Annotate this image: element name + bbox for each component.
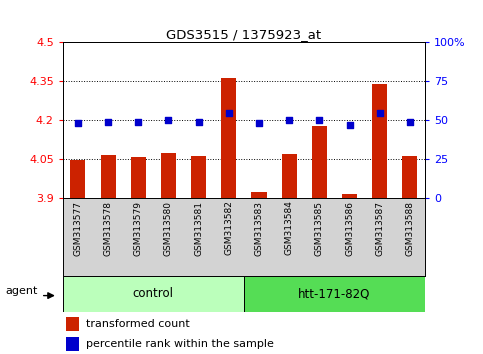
Text: htt-171-82Q: htt-171-82Q xyxy=(298,287,370,300)
Point xyxy=(225,110,233,115)
Title: GDS3515 / 1375923_at: GDS3515 / 1375923_at xyxy=(166,28,322,41)
Bar xyxy=(161,153,176,198)
Text: GSM313578: GSM313578 xyxy=(103,201,113,256)
Text: GSM313586: GSM313586 xyxy=(345,201,354,256)
Text: control: control xyxy=(133,287,174,300)
Bar xyxy=(71,160,85,198)
Bar xyxy=(67,337,79,350)
Text: GSM313581: GSM313581 xyxy=(194,201,203,256)
Point xyxy=(315,118,323,123)
Point xyxy=(195,119,202,125)
Bar xyxy=(342,194,357,198)
Bar xyxy=(63,276,244,312)
Bar xyxy=(402,156,417,198)
Text: GSM313584: GSM313584 xyxy=(284,201,294,256)
Point xyxy=(285,118,293,123)
Text: GSM313577: GSM313577 xyxy=(73,201,83,256)
Bar xyxy=(282,154,297,198)
Text: GSM313582: GSM313582 xyxy=(224,201,233,256)
Bar xyxy=(221,78,236,198)
Bar xyxy=(131,157,146,198)
Bar xyxy=(372,84,387,198)
Point xyxy=(104,119,112,125)
Bar xyxy=(67,317,79,331)
Text: GSM313579: GSM313579 xyxy=(134,201,143,256)
Text: agent: agent xyxy=(5,286,37,296)
Bar xyxy=(252,192,267,198)
Point xyxy=(406,119,414,125)
Bar xyxy=(312,126,327,198)
Point xyxy=(376,110,384,115)
Point xyxy=(346,122,354,128)
Text: GSM313585: GSM313585 xyxy=(315,201,324,256)
Text: percentile rank within the sample: percentile rank within the sample xyxy=(86,339,274,349)
Point xyxy=(74,121,82,126)
Bar xyxy=(191,156,206,198)
Text: transformed count: transformed count xyxy=(86,319,190,329)
Bar xyxy=(244,276,425,312)
Text: GSM313588: GSM313588 xyxy=(405,201,414,256)
Point xyxy=(165,118,172,123)
Point xyxy=(134,119,142,125)
Text: GSM313587: GSM313587 xyxy=(375,201,384,256)
Bar xyxy=(100,155,115,198)
Point xyxy=(255,121,263,126)
Text: GSM313580: GSM313580 xyxy=(164,201,173,256)
Text: GSM313583: GSM313583 xyxy=(255,201,264,256)
